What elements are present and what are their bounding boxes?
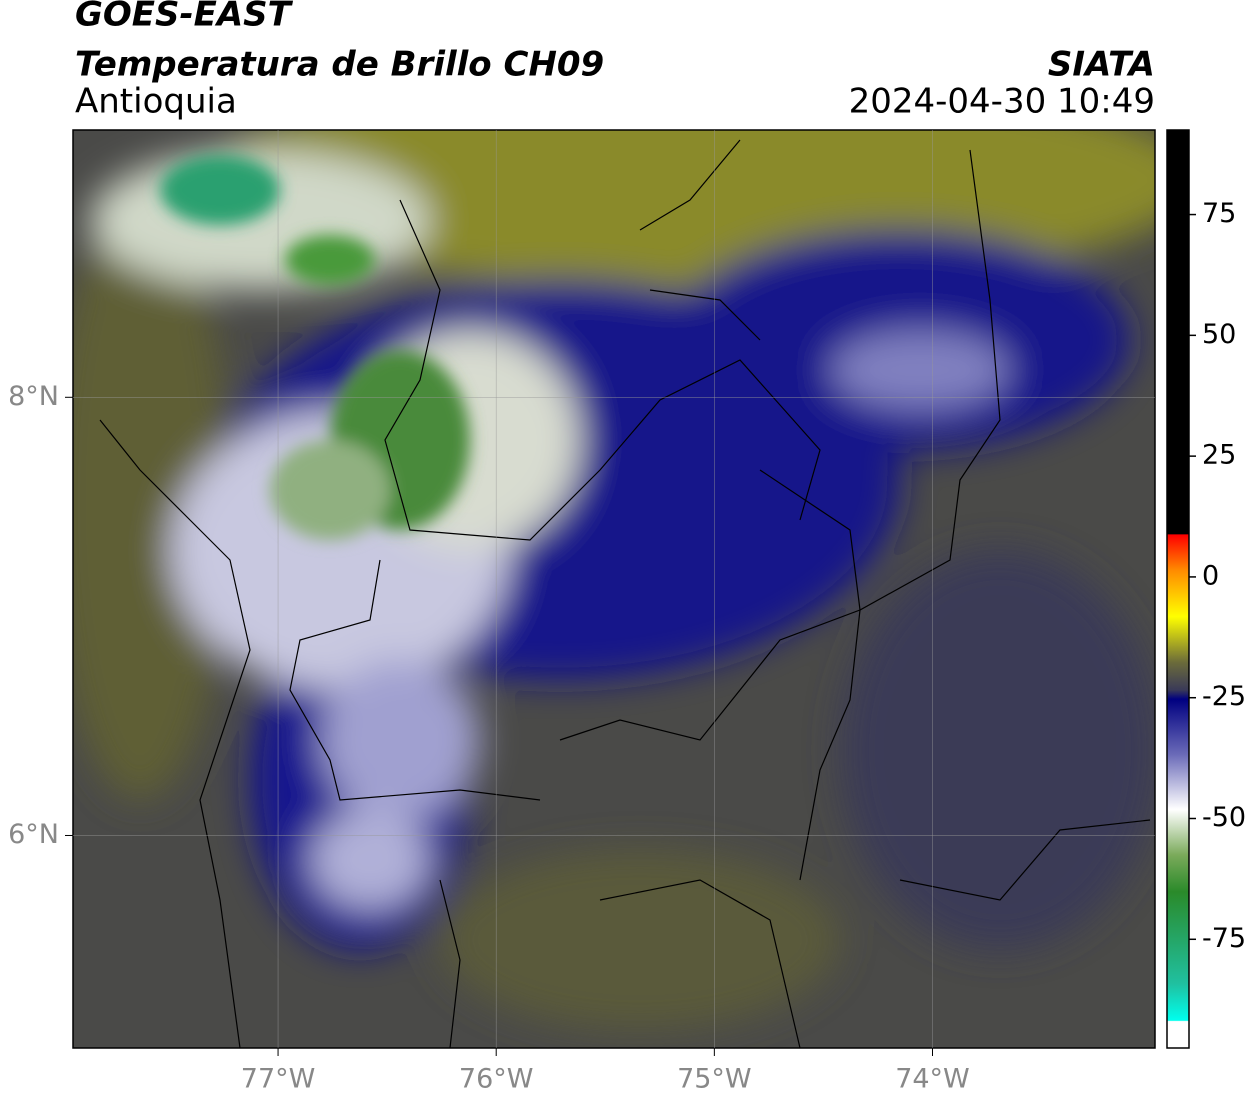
x-tick-label: 75°W (677, 1064, 752, 1095)
colorbar (1166, 129, 1190, 1049)
colorbar-tick-label: -75 (1202, 923, 1246, 954)
datetime: 2024-04-30 10:49 (849, 82, 1155, 122)
subtitle: Temperatura de Brillo CH09 (75, 45, 604, 85)
x-tick-label: 76°W (459, 1064, 534, 1095)
x-tick-label: 74°W (895, 1064, 970, 1095)
y-tick-label: 6°N (8, 819, 59, 850)
source: SIATA (1048, 45, 1155, 85)
colorbar-tick-label: 25 (1202, 440, 1236, 471)
colorbar-tick-label: 75 (1202, 198, 1236, 229)
region: Antioquia (75, 82, 237, 122)
y-tick-label: 8°N (8, 381, 59, 412)
x-tick-label: 77°W (241, 1064, 316, 1095)
map-frame (72, 129, 1156, 1049)
colorbar-tick-label: 0 (1202, 560, 1219, 591)
satellite-image (73, 130, 1155, 1048)
colorbar-tick-label: -25 (1202, 681, 1246, 712)
title: GOES-EAST (75, 0, 294, 35)
colorbar-tick-label: 50 (1202, 319, 1236, 350)
colorbar-tick-label: -50 (1202, 802, 1246, 833)
